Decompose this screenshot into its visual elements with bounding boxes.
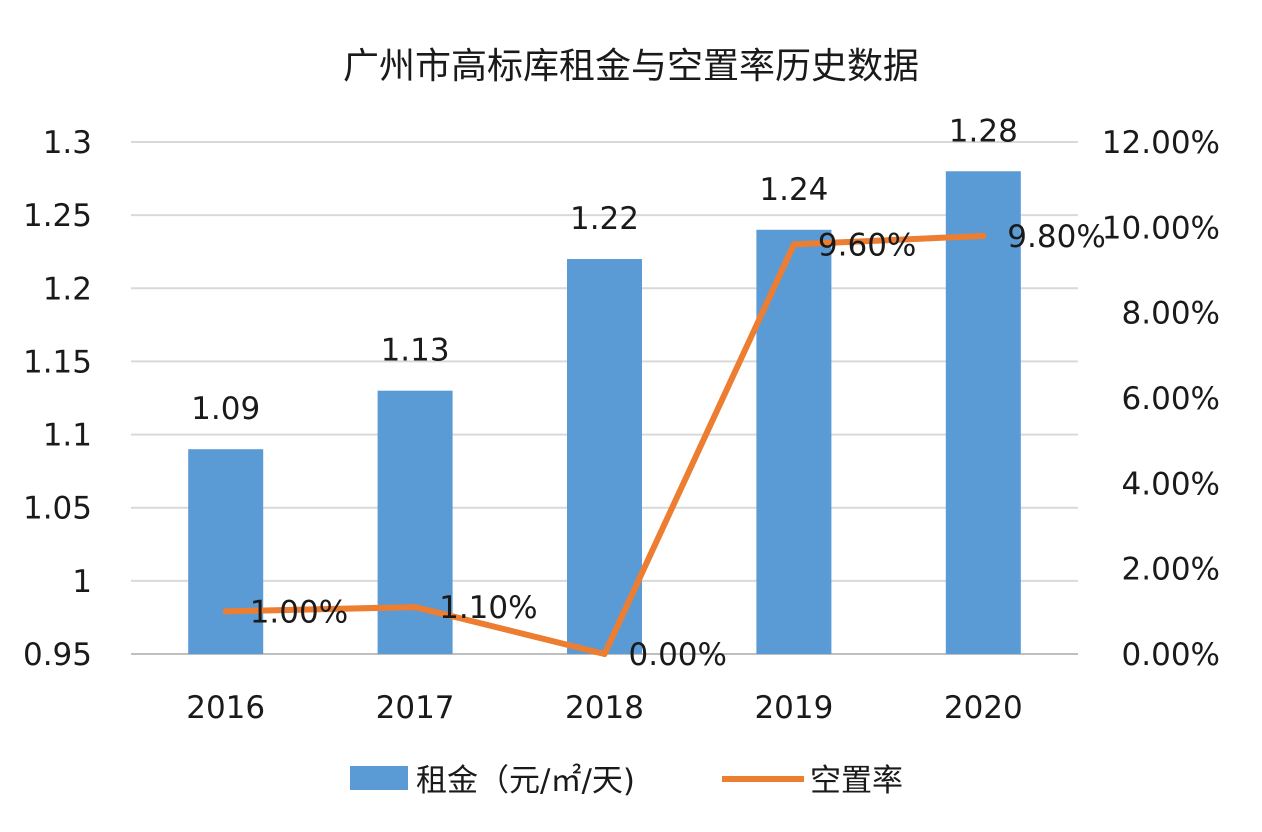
x-tick-label: 2019	[754, 690, 833, 726]
x-tick-label: 2017	[376, 690, 455, 726]
legend: 租金（元/㎡/天) 空置率	[350, 763, 903, 799]
bar-value-label: 1.13	[381, 333, 450, 369]
bar-value-label: 1.22	[570, 201, 639, 237]
vacancy-point-2020	[980, 232, 987, 239]
y-right-tick-label: 6.00%	[1122, 381, 1220, 417]
y-left-tick-label: 1.2	[43, 271, 92, 307]
x-tick-label: 2018	[565, 690, 644, 726]
bar-2016	[188, 449, 264, 654]
y-right-tick-label: 0.00%	[1122, 637, 1220, 673]
line-value-label: 1.10%	[439, 590, 537, 626]
vacancy-point-2018	[601, 651, 608, 657]
bar-2018	[567, 259, 642, 654]
y-left-tick-label: 1.15	[23, 344, 92, 380]
line-value-label: 1.00%	[250, 594, 348, 630]
bar-2019	[756, 229, 832, 654]
vacancy-point-2017	[412, 604, 419, 611]
x-tick-label: 2016	[186, 690, 265, 726]
y-left-tick-label: 1.3	[43, 125, 92, 161]
legend-swatch-rent	[350, 766, 408, 790]
vacancy-point-2016	[222, 608, 229, 615]
y-left-tick-label: 1.25	[23, 198, 92, 234]
bar-value-label: 1.09	[191, 391, 260, 427]
line-value-label: 0.00%	[629, 637, 727, 673]
bar-2020	[945, 171, 1021, 654]
y-right-tick-label: 2.00%	[1122, 552, 1220, 588]
legend-label-vacancy: 空置率	[810, 763, 903, 799]
y-left-tick-label: 1	[72, 564, 92, 600]
bar-series	[188, 171, 1021, 654]
y-right-tick-label: 8.00%	[1122, 296, 1220, 332]
vacancy-point-2019	[790, 241, 797, 248]
y-left-tick-label: 1.1	[43, 418, 92, 454]
right-axis: 0.00% 2.00% 4.00% 6.00% 8.00% 10.00% 12.00%	[1102, 125, 1220, 673]
bar-value-label: 1.24	[759, 172, 828, 208]
x-tick-label: 2020	[944, 690, 1023, 726]
y-right-tick-label: 10.00%	[1102, 210, 1220, 246]
x-axis: 2016 2017 2018 2019 2020	[186, 690, 1023, 726]
y-right-tick-label: 4.00%	[1122, 466, 1220, 502]
bar-value-label: 1.28	[949, 113, 1018, 149]
line-value-label: 9.60%	[818, 227, 916, 263]
left-axis: 0.95 1 1.05 1.1 1.15 1.2 1.25 1.3	[23, 125, 92, 673]
y-right-tick-label: 12.00%	[1102, 125, 1220, 161]
legend-label-rent: 租金（元/㎡/天)	[416, 763, 635, 799]
y-left-tick-label: 0.95	[23, 637, 92, 673]
data-labels: 1.09 1.13 1.22 1.24 1.28 1.00% 1.10% 0.00% 9.60%…	[191, 113, 1106, 673]
line-series	[222, 232, 987, 657]
y-left-tick-label: 1.05	[23, 491, 92, 527]
chart-title: 广州市高标库租金与空置率历史数据	[343, 46, 919, 87]
line-value-label: 9.80%	[1007, 219, 1105, 255]
